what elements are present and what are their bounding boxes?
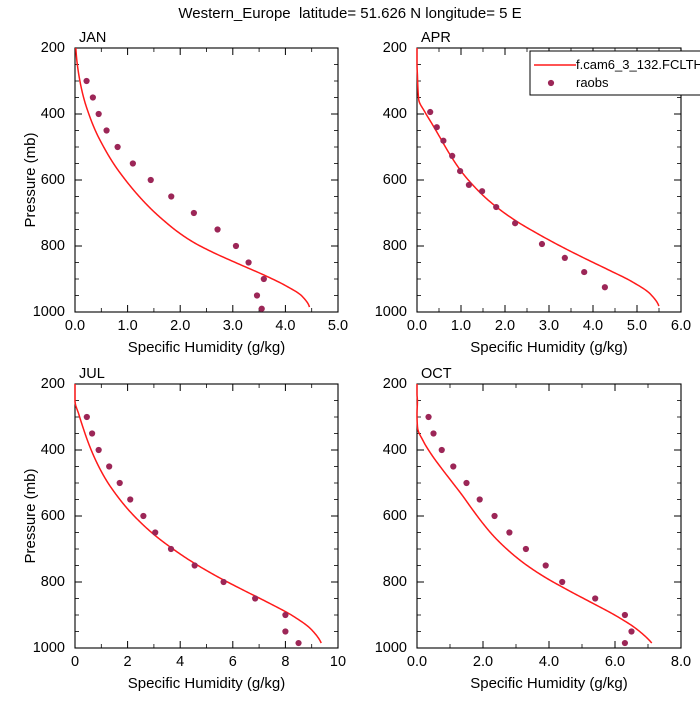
svg-text:OCT: OCT [421,366,452,382]
svg-text:200: 200 [383,40,407,56]
svg-text:600: 600 [383,172,407,188]
svg-text:6: 6 [229,654,237,670]
svg-text:400: 400 [383,106,407,122]
svg-text:800: 800 [41,238,65,254]
svg-text:3.0: 3.0 [539,318,559,334]
svg-text:4.0: 4.0 [275,318,295,334]
svg-text:600: 600 [41,508,65,524]
svg-text:6.0: 6.0 [671,318,691,334]
svg-text:Pressure (mb): Pressure (mb) [22,468,39,563]
svg-text:1000: 1000 [375,640,407,656]
svg-text:400: 400 [41,442,65,458]
svg-text:5.0: 5.0 [328,318,348,334]
svg-text:200: 200 [383,376,407,392]
svg-text:0: 0 [71,654,79,670]
svg-text:2.0: 2.0 [495,318,515,334]
svg-text:Specific Humidity (g/kg): Specific Humidity (g/kg) [470,675,628,692]
svg-text:800: 800 [383,574,407,590]
svg-text:JAN: JAN [79,30,106,46]
svg-text:2.0: 2.0 [473,654,493,670]
svg-text:200: 200 [41,40,65,56]
svg-text:8: 8 [281,654,289,670]
svg-text:10: 10 [330,654,346,670]
svg-text:800: 800 [383,238,407,254]
svg-text:1000: 1000 [33,640,65,656]
svg-text:0.0: 0.0 [65,318,85,334]
svg-text:4.0: 4.0 [583,318,603,334]
svg-text:Specific Humidity (g/kg): Specific Humidity (g/kg) [128,339,286,356]
svg-text:600: 600 [41,172,65,188]
svg-text:1000: 1000 [375,304,407,320]
svg-text:2: 2 [124,654,132,670]
svg-text:raobs: raobs [576,75,609,90]
svg-text:0.0: 0.0 [407,654,427,670]
svg-text:Western_Europe latitude= 51.6: Western_Europe latitude= 51.626 N longit… [178,5,521,22]
svg-text:Specific Humidity (g/kg): Specific Humidity (g/kg) [128,675,286,692]
svg-text:600: 600 [383,508,407,524]
svg-text:4: 4 [176,654,184,670]
svg-text:1000: 1000 [33,304,65,320]
svg-text:8.0: 8.0 [671,654,691,670]
svg-text:4.0: 4.0 [539,654,559,670]
svg-text:200: 200 [41,376,65,392]
svg-text:Specific Humidity (g/kg): Specific Humidity (g/kg) [470,339,628,356]
svg-text:2.0: 2.0 [170,318,190,334]
svg-text:JUL: JUL [79,366,105,382]
svg-text:800: 800 [41,574,65,590]
svg-text:1.0: 1.0 [118,318,138,334]
svg-text:400: 400 [41,106,65,122]
svg-text:f.cam6_3_132.FCLTH...: f.cam6_3_132.FCLTH... [576,57,700,72]
svg-text:1.0: 1.0 [451,318,471,334]
svg-text:5.0: 5.0 [627,318,647,334]
svg-text:0.0: 0.0 [407,318,427,334]
svg-text:APR: APR [421,30,451,46]
svg-text:Pressure (mb): Pressure (mb) [22,132,39,227]
svg-text:6.0: 6.0 [605,654,625,670]
svg-text:400: 400 [383,442,407,458]
svg-text:3.0: 3.0 [223,318,243,334]
